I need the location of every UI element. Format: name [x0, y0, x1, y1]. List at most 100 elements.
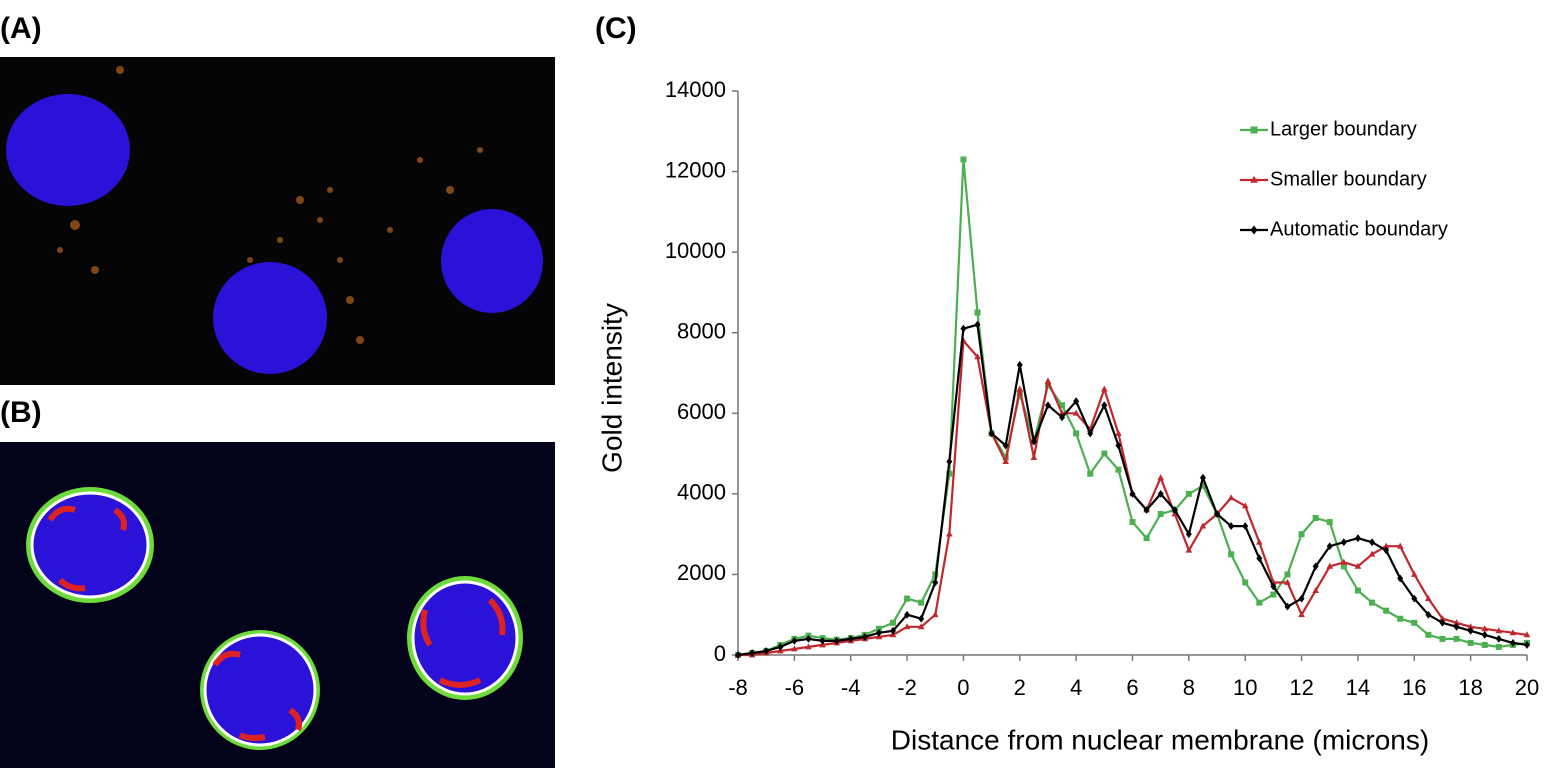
marker	[917, 623, 925, 630]
y-tick-label: 10000	[665, 238, 726, 263]
marker	[1171, 506, 1178, 514]
marker	[974, 309, 981, 316]
marker	[847, 634, 854, 643]
marker	[946, 530, 953, 537]
marker	[1439, 615, 1446, 622]
marker	[988, 429, 995, 438]
marker	[1242, 522, 1249, 530]
x-tick-label: 14	[1346, 675, 1370, 700]
marker	[1185, 530, 1192, 539]
y-tick-label: 6000	[677, 399, 726, 424]
marker	[946, 457, 953, 466]
marker	[1340, 558, 1348, 565]
marker	[1453, 635, 1460, 642]
marker	[1241, 502, 1249, 509]
marker	[1326, 542, 1333, 551]
panel-label: (C)	[595, 12, 637, 45]
marker	[1129, 519, 1136, 526]
marker	[1256, 538, 1263, 545]
marker	[1101, 385, 1108, 392]
marker	[1354, 534, 1361, 543]
marker	[1467, 626, 1474, 635]
marker	[1481, 625, 1489, 632]
marker	[805, 634, 812, 643]
marker	[974, 320, 981, 329]
x-tick-label: 18	[1458, 675, 1482, 700]
marker	[1044, 377, 1052, 384]
marker	[1227, 494, 1235, 501]
marker	[1250, 225, 1258, 235]
marker	[1115, 429, 1122, 436]
legend-label: Automatic boundary	[1270, 218, 1448, 240]
x-tick-label: 12	[1289, 675, 1313, 700]
marker	[946, 470, 953, 477]
marker	[960, 324, 967, 333]
marker	[1284, 571, 1291, 578]
marker	[791, 645, 798, 652]
marker	[1397, 615, 1404, 622]
y-tick-label: 14000	[665, 77, 726, 102]
marker	[1340, 538, 1347, 547]
marker	[1284, 578, 1291, 585]
marker	[1059, 413, 1066, 422]
panel-label: (A)	[0, 12, 42, 45]
x-axis-label: Distance from nuclear membrane (microns)	[891, 724, 1429, 755]
marker	[1495, 643, 1502, 650]
marker	[918, 599, 925, 606]
x-tick-label: -6	[785, 675, 805, 700]
marker	[1270, 591, 1277, 598]
marker	[1425, 631, 1432, 638]
marker	[1340, 563, 1347, 570]
marker	[1250, 126, 1258, 134]
y-tick-label: 0	[714, 641, 726, 666]
x-tick-label: 16	[1402, 675, 1426, 700]
x-tick-label: 8	[1183, 675, 1195, 700]
marker	[1242, 579, 1249, 586]
marker	[1439, 635, 1446, 642]
marker	[1368, 550, 1376, 557]
marker	[1002, 458, 1009, 465]
marker	[1411, 594, 1418, 603]
marker	[1326, 519, 1333, 526]
marker	[1073, 430, 1080, 437]
marker	[1199, 473, 1206, 482]
marker	[1396, 542, 1404, 549]
marker	[1298, 611, 1305, 618]
marker	[1481, 641, 1488, 648]
marker	[749, 649, 756, 657]
marker	[1044, 401, 1051, 410]
marker	[875, 625, 882, 632]
marker	[1129, 489, 1136, 498]
marker	[960, 156, 967, 163]
marker	[904, 595, 911, 602]
marker	[903, 623, 911, 630]
marker	[1072, 409, 1080, 416]
y-tick-label: 2000	[677, 560, 726, 585]
marker	[1509, 629, 1517, 636]
marker	[918, 614, 925, 623]
x-tick-label: 20	[1515, 675, 1539, 700]
marker	[1467, 623, 1474, 630]
marker	[1115, 441, 1122, 450]
marker	[1354, 587, 1361, 594]
marker	[1495, 627, 1503, 634]
y-tick-label: 4000	[677, 480, 726, 505]
marker	[1382, 542, 1390, 549]
marker	[1411, 619, 1418, 626]
marker	[1326, 562, 1334, 569]
marker	[1016, 385, 1024, 392]
marker	[1270, 582, 1277, 591]
marker	[1101, 401, 1108, 410]
marker	[805, 643, 812, 650]
marker	[1059, 402, 1066, 409]
marker	[931, 611, 939, 618]
marker	[1383, 546, 1390, 555]
marker	[1256, 554, 1263, 563]
x-tick-label: -4	[841, 675, 861, 700]
marker	[1410, 570, 1418, 577]
microscopy-image-a	[0, 57, 555, 385]
marker	[1369, 599, 1376, 606]
marker	[1509, 639, 1516, 647]
marker	[1467, 639, 1474, 646]
